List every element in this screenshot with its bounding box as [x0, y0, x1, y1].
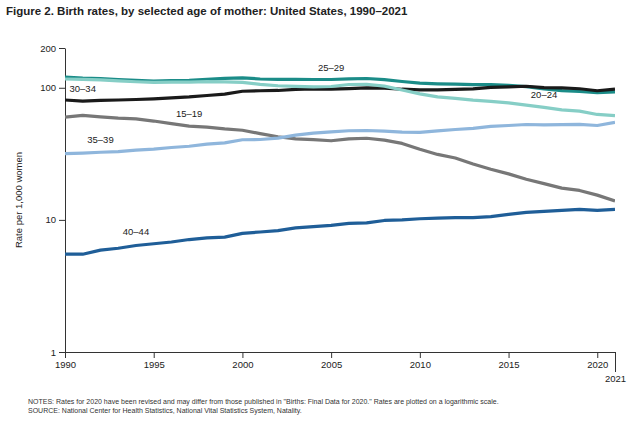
- x-tick-mark: [154, 352, 155, 358]
- y-tick-label: 200: [40, 43, 56, 54]
- chart: Figure 2. Birth rates, by selected age o…: [0, 0, 634, 426]
- x-tick: 2000: [232, 352, 253, 370]
- x-tick: 2020: [587, 352, 608, 370]
- series-label: 25–29: [318, 62, 344, 73]
- x-tick-mark: [420, 352, 421, 358]
- series-label: 40–44: [123, 226, 149, 237]
- y-tick-mark: [59, 352, 65, 353]
- source: SOURCE: National Center for Health Stati…: [28, 407, 302, 415]
- x-tick: 1995: [144, 352, 165, 370]
- x-tick-label: 2000: [232, 359, 253, 370]
- x-tick-label: 2015: [498, 359, 519, 370]
- x-tick-mark: [597, 352, 598, 358]
- x-tick: 2010: [410, 352, 431, 370]
- series-line: [65, 122, 615, 153]
- y-tick-label: 10: [45, 214, 56, 225]
- y-tick-label: 100: [40, 82, 56, 93]
- x-tick-mark: [615, 352, 616, 372]
- y-tick-mark: [59, 48, 65, 49]
- x-axis-line: [66, 352, 616, 353]
- x-tick-label: 2021: [605, 373, 626, 384]
- title: Figure 2. Birth rates, by selected age o…: [6, 5, 408, 17]
- notes: NOTES: Rates for 2020 have been revised …: [28, 398, 499, 406]
- lines: [65, 77, 615, 254]
- x-tick-label: 1995: [144, 359, 165, 370]
- x-tick-mark: [65, 352, 66, 358]
- x-tick-mark: [242, 352, 243, 358]
- y-tick-label: 1: [51, 347, 56, 358]
- y-tick: 1: [51, 347, 65, 358]
- y-tick-mark: [59, 88, 65, 89]
- series-labels: 25–29 30–34 20–24 15–19 35–39 40–44: [70, 62, 558, 238]
- series-line: [65, 79, 615, 116]
- y-axis-title: Rate per 1,000 women: [13, 152, 24, 248]
- x-tick-label: 1990: [55, 359, 76, 370]
- series-label: 15–19: [176, 108, 202, 119]
- series-label: 20–24: [531, 89, 557, 100]
- x-tick-mark: [509, 352, 510, 358]
- x-axis: 1990 1995 2000 2005 2010 2015 2020 2021: [55, 352, 626, 384]
- series-line: [65, 209, 615, 254]
- x-tick: 2015: [498, 352, 519, 370]
- y-tick-mark: [59, 220, 65, 221]
- x-tick: 2021: [605, 352, 626, 384]
- x-tick-mark: [331, 352, 332, 358]
- y-axis-line: [65, 49, 66, 353]
- x-tick-label: 2005: [321, 359, 342, 370]
- x-tick: 2005: [321, 352, 342, 370]
- x-tick-label: 2020: [587, 359, 608, 370]
- series-label: 35–39: [87, 134, 113, 145]
- series-label: 30–34: [70, 83, 96, 94]
- series-line: [65, 86, 615, 101]
- y-axis: 1 10 100 200: [40, 43, 65, 358]
- y-tick: 10: [45, 214, 65, 225]
- y-tick: 200: [40, 43, 65, 54]
- y-tick: 100: [40, 82, 65, 93]
- plot: 1 10 100 200 1990 1995 2000 2005 2010 2015 2020 202…: [40, 43, 626, 384]
- x-tick-label: 2010: [410, 359, 431, 370]
- series-line: [65, 115, 615, 201]
- x-tick: 1990: [55, 352, 76, 370]
